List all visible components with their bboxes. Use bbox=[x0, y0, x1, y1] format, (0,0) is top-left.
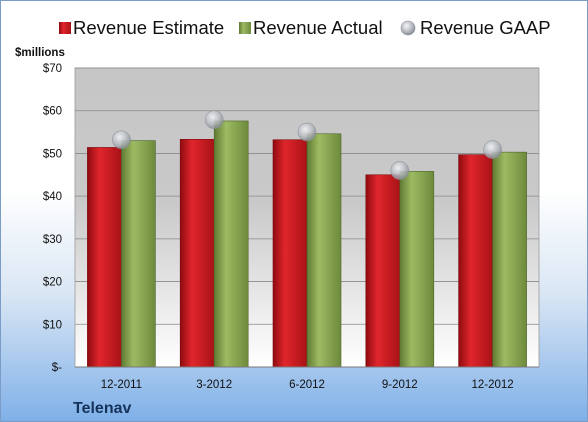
actual-bar bbox=[306, 133, 342, 368]
gaap-points bbox=[112, 110, 502, 180]
x-tick-label: 12-2011 bbox=[101, 379, 142, 391]
gaap-point bbox=[297, 122, 317, 142]
y-tick-label: $70 bbox=[43, 63, 62, 75]
gaap-point bbox=[483, 140, 502, 159]
estimate-bar bbox=[272, 139, 308, 368]
y-tick-label: $30 bbox=[43, 234, 62, 246]
y-tick-label: $40 bbox=[43, 191, 62, 203]
legend-marker-revenue-gaap bbox=[400, 20, 416, 36]
company-name: Telenav bbox=[73, 400, 132, 417]
estimate-bar bbox=[87, 147, 122, 368]
y-tick-label: $50 bbox=[43, 148, 62, 160]
y-axis-ticks: $- $10 $20 $30 $40 $50 $60 $70 bbox=[43, 63, 62, 374]
chart-legend: Revenue Estimate Revenue Actual Revenue … bbox=[59, 17, 551, 38]
y-tick-label: $10 bbox=[43, 319, 62, 331]
bars bbox=[87, 120, 527, 368]
actual-bar bbox=[121, 140, 156, 368]
estimate-bar bbox=[365, 174, 401, 368]
estimate-bar bbox=[458, 154, 493, 368]
gaap-point bbox=[390, 161, 410, 180]
x-axis-ticks: 12-2011 3-2012 6-2012 9-2012 12-2012 bbox=[101, 379, 514, 391]
legend-label-revenue-actual: Revenue Actual bbox=[253, 17, 383, 38]
y-axis-unit-label: $millions bbox=[15, 47, 65, 59]
x-tick-label: 3-2012 bbox=[196, 379, 232, 391]
legend-label-revenue-gaap: Revenue GAAP bbox=[420, 17, 551, 38]
actual-bar bbox=[213, 120, 249, 368]
x-tick-label: 12-2012 bbox=[471, 379, 513, 391]
x-tick-label: 6-2012 bbox=[289, 379, 325, 391]
y-tick-label: $60 bbox=[43, 106, 62, 118]
legend-swatch-revenue-actual bbox=[239, 22, 251, 34]
y-tick-label: $- bbox=[52, 362, 62, 374]
legend-swatch-revenue-estimate bbox=[59, 22, 71, 34]
estimate-bar bbox=[179, 139, 215, 368]
gaap-point bbox=[112, 130, 131, 150]
actual-bar bbox=[399, 171, 435, 368]
y-tick-label: $20 bbox=[43, 277, 62, 289]
actual-bar bbox=[492, 151, 527, 368]
gaap-point bbox=[204, 110, 224, 129]
x-tick-label: 9-2012 bbox=[382, 379, 418, 391]
legend-label-revenue-estimate: Revenue Estimate bbox=[73, 17, 224, 38]
